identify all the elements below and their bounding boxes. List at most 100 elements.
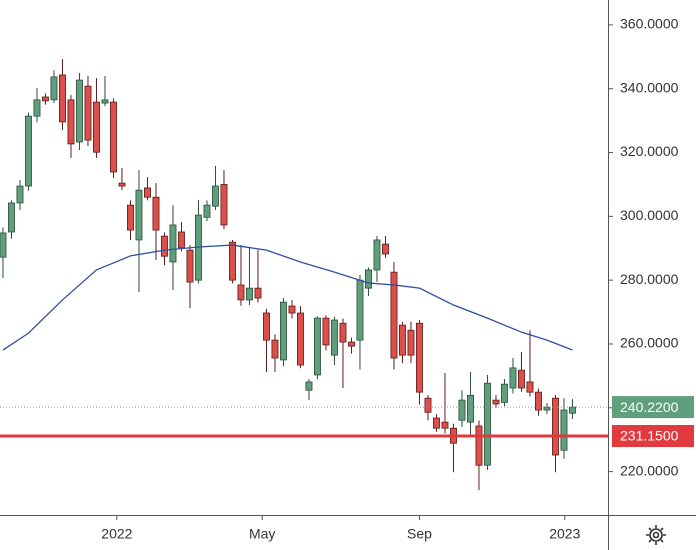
candle-body — [399, 324, 406, 356]
candle-body — [25, 115, 32, 187]
moving-average — [2, 244, 573, 351]
candle — [365, 267, 372, 297]
candle — [535, 388, 542, 416]
candle — [322, 315, 330, 351]
candle-body — [263, 312, 270, 341]
candle — [441, 373, 449, 434]
price-label-box — [612, 425, 694, 448]
candle — [0, 227, 7, 278]
candle — [229, 239, 236, 284]
candle — [399, 321, 406, 364]
candle — [161, 232, 168, 266]
candle-body — [492, 399, 500, 405]
y-tick-label: 220.0000 — [620, 462, 679, 478]
candle-body — [501, 383, 508, 403]
candle — [135, 170, 143, 292]
candle-body — [118, 182, 126, 187]
candle-body — [169, 224, 177, 263]
candle — [50, 70, 58, 104]
candle-body — [484, 382, 491, 466]
candle — [186, 245, 194, 309]
candle-body — [254, 287, 262, 299]
candle — [67, 95, 75, 158]
candle — [424, 395, 432, 421]
candle-body — [475, 425, 483, 466]
candle — [144, 177, 151, 201]
candle-body — [59, 74, 66, 123]
y-tick-label: 280.0000 — [620, 271, 679, 287]
candle-body — [552, 397, 559, 456]
candle — [475, 420, 483, 491]
candle — [84, 75, 92, 147]
candle-body — [297, 312, 304, 366]
candle-body — [271, 339, 279, 359]
candle-body — [67, 99, 75, 145]
y-tick-label: 260.0000 — [620, 335, 679, 351]
candle-body — [467, 394, 474, 423]
candle-body — [33, 99, 41, 117]
plot-area — [0, 59, 576, 491]
candle — [509, 358, 517, 394]
candle-body — [314, 317, 321, 376]
candle-body — [339, 322, 347, 343]
candle-body — [110, 101, 117, 173]
candle-body — [458, 399, 466, 421]
candle — [484, 374, 491, 471]
y-tick-label: 300.0000 — [620, 207, 679, 223]
candle — [8, 200, 15, 239]
candle-body — [50, 76, 58, 101]
candle — [560, 398, 568, 459]
candle-body — [390, 271, 398, 359]
candle-body — [416, 322, 423, 393]
candle — [76, 73, 83, 150]
candle-body — [0, 232, 7, 258]
settings-icon[interactable] — [646, 525, 666, 545]
candle — [118, 168, 126, 191]
candle-body — [569, 406, 576, 414]
candle-body — [161, 235, 168, 257]
candle — [373, 236, 381, 283]
candle — [552, 395, 559, 473]
candle-body — [93, 101, 100, 153]
y-tick-label: 360.0000 — [620, 16, 679, 32]
candle-body — [280, 301, 287, 361]
candle-body — [8, 202, 15, 233]
candle-body — [152, 196, 160, 231]
candle-body — [144, 187, 151, 198]
candle-body — [322, 317, 330, 346]
candle — [501, 379, 508, 407]
candle-body — [331, 319, 338, 356]
candle-body — [135, 189, 143, 241]
candle-body — [203, 204, 211, 218]
candle — [246, 247, 253, 306]
candle-body — [365, 269, 372, 289]
candle-body — [212, 185, 219, 207]
candle — [348, 337, 355, 354]
candle-body — [16, 185, 24, 204]
y-tick-label: 340.0000 — [620, 79, 679, 95]
candle-body — [535, 391, 542, 411]
candle — [458, 390, 466, 427]
candle — [263, 308, 270, 373]
price-label-box — [612, 396, 694, 419]
candle — [203, 200, 211, 222]
candle — [110, 98, 117, 179]
candle-body — [433, 417, 440, 429]
candle — [280, 298, 287, 367]
candle-body — [186, 249, 194, 283]
candle-body — [84, 85, 92, 141]
price-label: 231.1500 — [620, 428, 679, 444]
candle — [314, 316, 321, 380]
candle-body — [441, 421, 449, 429]
candle-body — [178, 231, 185, 249]
candle-body — [127, 204, 134, 231]
x-tick-label: 2023 — [549, 526, 580, 542]
candle-body — [305, 381, 313, 391]
candle-body — [373, 239, 381, 271]
candle — [212, 165, 219, 210]
candle-body — [509, 367, 517, 389]
y-tick-label: 320.0000 — [620, 143, 679, 159]
candle — [152, 183, 160, 261]
